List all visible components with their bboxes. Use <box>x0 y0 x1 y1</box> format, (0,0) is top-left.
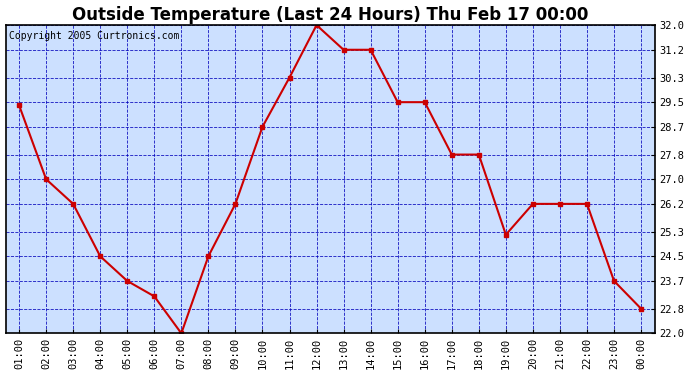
Title: Outside Temperature (Last 24 Hours) Thu Feb 17 00:00: Outside Temperature (Last 24 Hours) Thu … <box>72 6 589 24</box>
Text: Copyright 2005 Curtronics.com: Copyright 2005 Curtronics.com <box>9 31 179 41</box>
